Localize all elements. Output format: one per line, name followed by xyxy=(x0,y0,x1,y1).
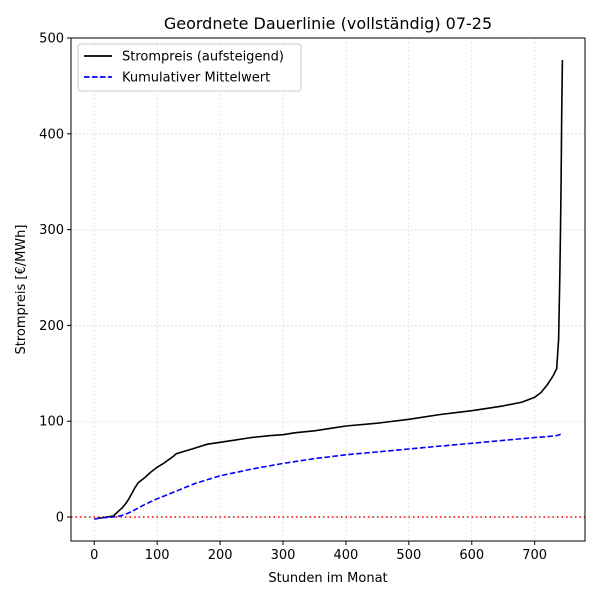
y-tick-label: 500 xyxy=(39,32,64,47)
x-tick-label: 600 xyxy=(459,548,484,563)
legend-label-strompreis: Strompreis (aufsteigend) xyxy=(122,50,284,65)
series-layer xyxy=(94,59,564,520)
plot-frame xyxy=(70,37,586,542)
x-tick-label: 200 xyxy=(208,548,233,563)
y-tick-label: 400 xyxy=(39,127,64,142)
legend: Strompreis (aufsteigend) Kumulativer Mit… xyxy=(77,43,302,92)
y-tick-label: 200 xyxy=(39,319,64,334)
x-tick-label: 500 xyxy=(396,548,421,563)
x-tick-label: 100 xyxy=(145,548,170,563)
y-tick-label: 100 xyxy=(39,415,64,430)
series-line-0 xyxy=(94,59,564,520)
x-tick-label: 0 xyxy=(90,548,98,563)
ticks: 0 100 200 300 400 500 600 700 0 100 200 300 400 500 xyxy=(39,32,547,564)
x-tick-label: 700 xyxy=(522,548,547,563)
y-tick-label: 300 xyxy=(39,223,64,238)
chart-title: Geordnete Dauerlinie (vollständig) 07-25 xyxy=(164,14,492,33)
x-axis-label: Stunden im Monat xyxy=(268,571,387,586)
legend-label-kumulativer-mittelwert: Kumulativer Mittelwert xyxy=(122,71,270,86)
legend-box xyxy=(77,43,302,92)
y-axis-label: Strompreis [€/MWh] xyxy=(14,225,29,355)
x-tick-label: 300 xyxy=(271,548,296,563)
y-tick-label: 0 xyxy=(56,511,64,526)
x-tick-label: 400 xyxy=(334,548,359,563)
series-line-1 xyxy=(94,432,563,520)
